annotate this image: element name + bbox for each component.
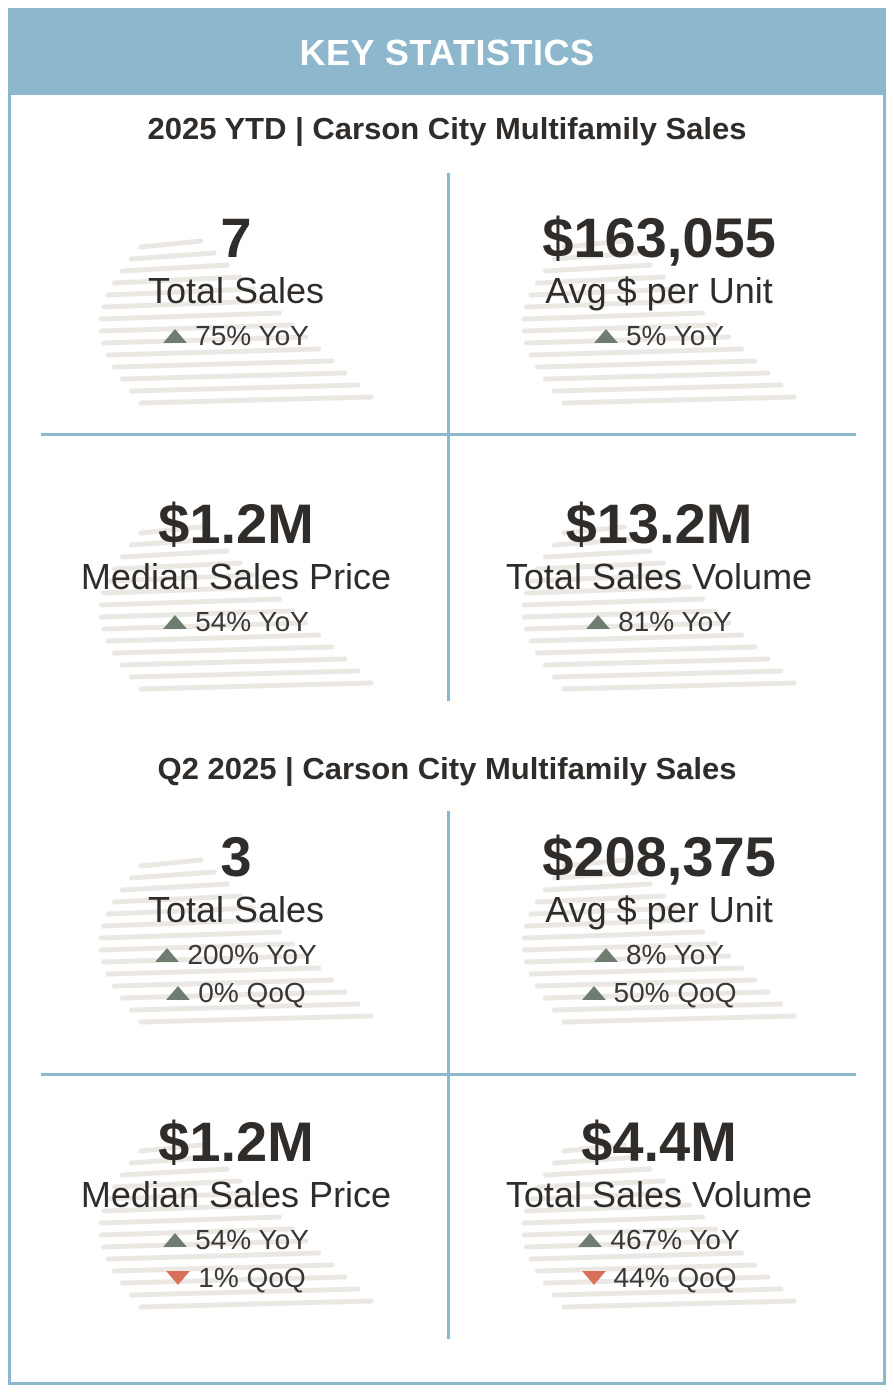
change-list: 200% YoY 0% QoQ <box>26 936 446 1012</box>
stat-value: $1.2M <box>158 492 314 555</box>
change-text: 44% QoQ <box>613 1262 737 1293</box>
stat-value: 7 <box>220 206 252 269</box>
change-row: 54% YoY <box>26 603 446 641</box>
change-text: 75% YoY <box>195 320 309 351</box>
change-list: 54% YoY 1% QoQ <box>26 1221 446 1297</box>
stat-value: 3 <box>220 825 252 888</box>
stat-cell: $4.4M Total Sales Volume 467% YoY 44% QoQ <box>449 1110 869 1310</box>
change-text: 8% YoY <box>625 939 725 970</box>
change-row: 75% YoY <box>26 317 446 355</box>
change-list: 81% YoY <box>449 603 869 641</box>
change-text: 81% YoY <box>618 606 732 637</box>
divider-horizontal <box>41 433 856 436</box>
change-row: 50% QoQ <box>449 974 869 1012</box>
stat-value: $208,375 <box>542 825 776 888</box>
triangle-up-icon <box>163 1233 188 1247</box>
banner: KEY STATISTICS <box>11 11 883 95</box>
stat-label: Total Sales Volume <box>505 1174 813 1215</box>
stat-cell: $1.2M Median Sales Price 54% YoY 1% QoQ <box>26 1110 446 1310</box>
change-row: 0% QoQ <box>26 974 446 1012</box>
triangle-up-icon <box>593 948 618 962</box>
change-list: 8% YoY 50% QoQ <box>449 936 869 1012</box>
change-text: 54% YoY <box>195 1224 309 1255</box>
triangle-up-icon <box>163 329 188 343</box>
change-text: 0% QoQ <box>198 977 306 1008</box>
change-row: 1% QoQ <box>26 1259 446 1297</box>
section-title-q2: Q2 2025 | Carson City Multifamily Sales <box>157 751 737 786</box>
change-row: 54% YoY <box>26 1221 446 1259</box>
stat-label: Total Sales <box>147 889 325 930</box>
change-text: 54% YoY <box>195 606 309 637</box>
stat-cell: 7 Total Sales 75% YoY <box>26 206 446 406</box>
triangle-up-icon <box>166 986 191 1000</box>
change-text: 5% YoY <box>625 320 725 351</box>
banner-title: KEY STATISTICS <box>299 32 595 73</box>
stat-label: Avg $ per Unit <box>545 889 773 930</box>
change-text: 50% QoQ <box>613 977 737 1008</box>
change-row: 200% YoY <box>26 936 446 974</box>
change-row: 5% YoY <box>449 317 869 355</box>
stat-value: $13.2M <box>565 492 753 555</box>
stat-value: $4.4M <box>581 1110 737 1173</box>
change-text: 200% YoY <box>187 939 317 970</box>
stat-cell: $13.2M Total Sales Volume 81% YoY <box>449 492 869 692</box>
triangle-up-icon <box>163 615 188 629</box>
stat-label: Median Sales Price <box>80 556 392 597</box>
stat-label: Avg $ per Unit <box>545 270 773 311</box>
triangle-down-icon <box>166 1271 191 1285</box>
change-row: 81% YoY <box>449 603 869 641</box>
change-row: 44% QoQ <box>449 1259 869 1297</box>
change-list: 467% YoY 44% QoQ <box>449 1221 869 1297</box>
triangle-up-icon <box>578 1233 603 1247</box>
stat-label: Total Sales <box>147 270 325 311</box>
stat-cell: $208,375 Avg $ per Unit 8% YoY 50% QoQ <box>449 825 869 1025</box>
change-list: 75% YoY <box>26 317 446 355</box>
change-row: 8% YoY <box>449 936 869 974</box>
triangle-up-icon <box>581 986 606 1000</box>
stat-label: Total Sales Volume <box>505 556 813 597</box>
change-list: 5% YoY <box>449 317 869 355</box>
stat-cell: 3 Total Sales 200% YoY 0% QoQ <box>26 825 446 1025</box>
section-title-ytd: 2025 YTD | Carson City Multifamily Sales <box>147 111 747 146</box>
divider-vertical <box>447 173 450 701</box>
stat-value: $163,055 <box>542 206 776 269</box>
stat-value: $1.2M <box>158 1110 314 1173</box>
triangle-up-icon <box>155 948 180 962</box>
stat-cell: $1.2M Median Sales Price 54% YoY <box>26 492 446 692</box>
divider-horizontal <box>41 1073 856 1076</box>
triangle-up-icon <box>586 615 611 629</box>
triangle-up-icon <box>593 329 618 343</box>
stat-cell: $163,055 Avg $ per Unit 5% YoY <box>449 206 869 406</box>
change-row: 467% YoY <box>449 1221 869 1259</box>
key-statistics-panel: KEY STATISTICS 2025 YTD | Carson City Mu… <box>8 8 886 1385</box>
change-text: 467% YoY <box>610 1224 740 1255</box>
stat-label: Median Sales Price <box>80 1174 392 1215</box>
triangle-down-icon <box>581 1271 606 1285</box>
change-text: 1% QoQ <box>198 1262 306 1293</box>
change-list: 54% YoY <box>26 603 446 641</box>
